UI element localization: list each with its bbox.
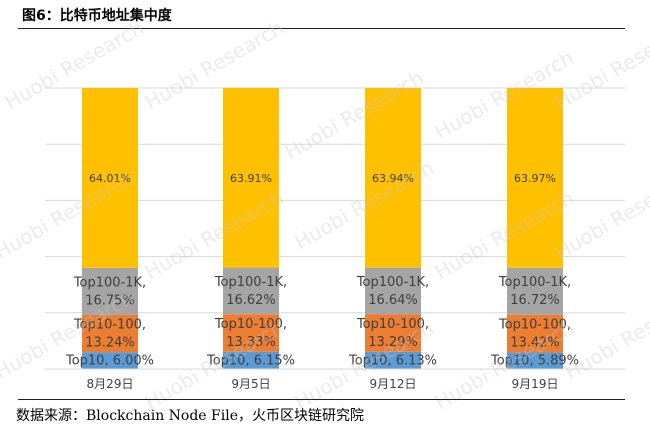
bar-segments <box>82 87 563 369</box>
label-line: 63.97% <box>514 172 556 185</box>
bar-data-label: Top10, 6.15% <box>206 353 295 368</box>
gridlines <box>45 87 625 314</box>
bar-data-label: Top10, 6.13% <box>348 353 437 368</box>
bar-segment <box>82 267 138 315</box>
bar-segment <box>223 351 279 369</box>
label-line: Top10-100, <box>214 317 287 332</box>
bar-data-label: Top100-1K, 16.62% <box>214 275 287 308</box>
bar-data-label: Top10-100, 13.24% <box>73 318 146 351</box>
bar-data-label: 64.01% <box>89 172 131 185</box>
label-line: Top10, 6.00% <box>65 354 154 369</box>
label-line: Top100-1K, <box>214 275 287 290</box>
label-line: Top100-1K, <box>356 275 429 290</box>
title-divider <box>18 28 625 29</box>
bar-data-label: Top10-100, 13.29% <box>356 317 429 350</box>
source-note: 数据来源：Blockchain Node File，火币区块链研究院 <box>16 408 364 424</box>
bar-data-label: 63.94% <box>372 172 414 185</box>
bar-data-label: 63.91% <box>230 172 272 185</box>
label-line: 16.72% <box>510 293 560 308</box>
x-tick-label: 9月19日 <box>512 377 559 391</box>
bar-data-label: Top10, 6.00% <box>65 354 154 369</box>
label-line: 16.64% <box>368 293 418 308</box>
watermark-text: Huobi Research <box>551 165 650 264</box>
bar-data-label: Top10-100, 13.33% <box>214 317 287 350</box>
label-line: 13.24% <box>85 336 135 351</box>
bar-segment <box>365 267 421 315</box>
bar-segment <box>82 352 138 369</box>
bar-data-labels: Top10, 6.00% Top10-100, 13.24% Top100-1K, 16… <box>65 172 579 369</box>
label-line: 13.42% <box>510 336 560 351</box>
bar-segment <box>365 314 421 352</box>
x-tick-label: 9月12日 <box>370 377 417 391</box>
figure-title: 图6：比特币地址集中度 <box>22 8 172 24</box>
label-line: Top10-100, <box>73 318 146 333</box>
bar-data-label: Top10-100, 13.42% <box>498 318 571 351</box>
label-line: Top100-1K, <box>73 275 146 290</box>
label-line: 16.75% <box>85 293 135 308</box>
bar-segment <box>507 88 563 268</box>
label-line: 13.33% <box>226 335 276 350</box>
bar-data-label: Top100-1K, 16.75% <box>73 275 146 308</box>
bar-data-label: Top10, 5.89% <box>490 354 579 369</box>
bar-segment <box>507 267 563 315</box>
label-line: 63.94% <box>372 172 414 185</box>
label-line: Top10, 5.89% <box>490 354 579 369</box>
bar-segment <box>365 351 421 369</box>
source-divider <box>18 399 625 400</box>
bar-segment <box>365 88 421 268</box>
x-tick-labels: 8月29日 9月5日 9月12日 9月19日 <box>87 377 559 391</box>
bar-segment <box>507 314 563 353</box>
label-line: 64.01% <box>89 172 131 185</box>
label-line: 63.91% <box>230 172 272 185</box>
bar-segment <box>223 87 279 268</box>
label-line: Top100-1K, <box>498 275 571 290</box>
bar-segment <box>223 267 279 315</box>
x-tick-label: 8月29日 <box>87 377 134 391</box>
bar-data-label: Top100-1K, 16.72% <box>498 275 571 308</box>
x-tick-label: 9月5日 <box>231 377 270 391</box>
label-line: Top10, 6.13% <box>348 353 437 368</box>
bar-data-label: Top100-1K, 16.64% <box>356 275 429 308</box>
label-line: Top10-100, <box>498 318 571 333</box>
bar-segment <box>223 314 279 352</box>
label-line: Top10, 6.15% <box>206 353 295 368</box>
bar-segment <box>507 352 563 369</box>
bar-segment <box>82 88 138 268</box>
label-line: 16.62% <box>226 293 276 308</box>
label-line: Top10-100, <box>356 317 429 332</box>
bar-segment <box>82 314 138 353</box>
bar-data-label: 63.97% <box>514 172 556 185</box>
label-line: 13.29% <box>368 335 418 350</box>
